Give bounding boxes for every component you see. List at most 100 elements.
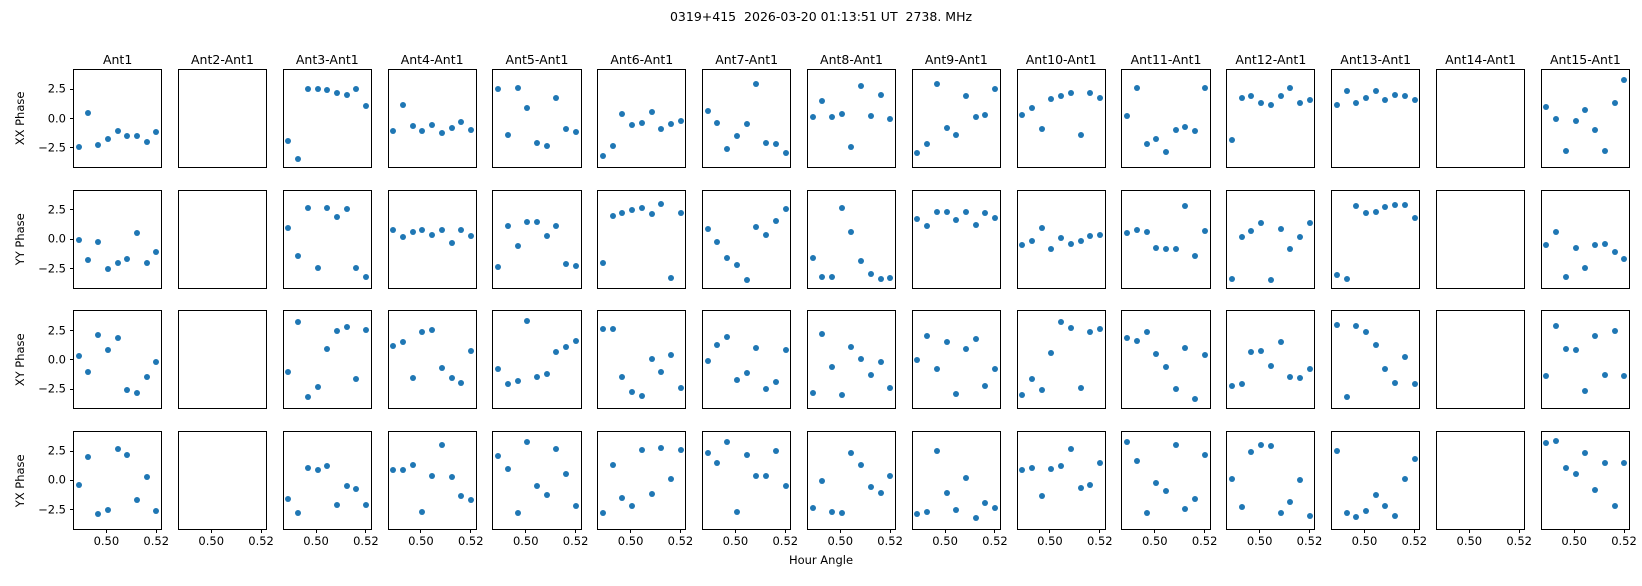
- data-point: [1543, 241, 1550, 248]
- data-point: [153, 249, 160, 256]
- data-point: [743, 451, 750, 458]
- data-point: [124, 132, 131, 139]
- data-point: [1048, 245, 1055, 252]
- data-point: [334, 213, 341, 220]
- x-tick-mark: [889, 529, 891, 534]
- data-point: [629, 389, 636, 396]
- data-point: [1553, 115, 1560, 122]
- data-point: [563, 261, 570, 268]
- subplot-xy-ant12-ant1: [1226, 310, 1316, 410]
- data-point: [429, 232, 436, 239]
- data-point: [1228, 276, 1235, 283]
- data-point: [848, 144, 855, 151]
- subplot-column-title: Ant14-Ant1: [1445, 52, 1516, 67]
- data-point: [1582, 264, 1589, 271]
- subplot-xx-ant2-ant1: Ant2-Ant1: [177, 52, 268, 169]
- subplot-xy-ant7-ant1: [702, 310, 792, 410]
- subplot-xy-ant1: XY Phase 2.5 0.0 −2.5: [13, 310, 163, 410]
- data-point: [733, 262, 740, 269]
- data-point: [409, 375, 416, 382]
- data-point: [877, 489, 884, 496]
- subplot-xy-ant11-ant1: [1121, 310, 1211, 410]
- data-point: [1097, 460, 1104, 467]
- y-tick-mark: [70, 88, 74, 90]
- data-point: [363, 502, 370, 509]
- subplot-column-title: Ant15-Ant1: [1549, 52, 1621, 67]
- data-point: [1343, 510, 1350, 517]
- data-point: [677, 446, 684, 453]
- data-point: [153, 507, 160, 514]
- data-point: [304, 85, 311, 92]
- data-point: [1611, 248, 1618, 255]
- y-tick-mark: [70, 238, 74, 240]
- data-point: [638, 120, 645, 127]
- data-point: [1124, 439, 1131, 446]
- data-point: [514, 242, 521, 249]
- x-tick-mark: [679, 529, 681, 534]
- data-point: [1038, 126, 1045, 133]
- data-point: [1143, 229, 1150, 236]
- data-point: [504, 466, 511, 473]
- data-point: [334, 502, 341, 509]
- subplot-yx-ant15-ant1: 0.50 0.52: [1540, 430, 1637, 547]
- data-point: [1019, 392, 1026, 399]
- x-tick-mark: [839, 529, 841, 534]
- data-point: [1362, 94, 1369, 101]
- plot-area: [493, 432, 580, 529]
- data-point: [124, 451, 131, 458]
- data-point: [285, 137, 292, 144]
- data-point: [1601, 372, 1608, 379]
- data-point: [1067, 240, 1074, 247]
- plot-area: [493, 311, 580, 408]
- data-point: [563, 470, 570, 477]
- data-point: [1601, 459, 1608, 466]
- data-point: [1353, 323, 1360, 330]
- data-point: [838, 392, 845, 399]
- data-point: [1192, 253, 1199, 260]
- data-point: [524, 218, 531, 225]
- data-point: [1172, 245, 1179, 252]
- subplot-yx-ant8-ant1: 0.50 0.52: [806, 430, 903, 547]
- data-point: [1611, 100, 1618, 107]
- data-point: [1572, 245, 1579, 252]
- plot-area: [598, 311, 685, 408]
- data-point: [1143, 509, 1150, 516]
- data-point: [1392, 512, 1399, 519]
- data-point: [468, 497, 474, 504]
- data-point: [743, 276, 750, 283]
- data-point: [1582, 107, 1589, 114]
- data-point: [1133, 85, 1140, 92]
- data-point: [982, 111, 989, 118]
- data-point: [543, 370, 550, 377]
- data-point: [572, 503, 579, 510]
- data-point: [782, 347, 789, 354]
- data-point: [563, 343, 570, 350]
- x-tick-mark: [1204, 529, 1206, 534]
- plot-area: [1332, 70, 1419, 167]
- data-point: [399, 338, 406, 345]
- data-point: [1077, 132, 1084, 139]
- subplot-column-title: Ant3-Ant1: [295, 52, 359, 67]
- data-point: [753, 473, 760, 480]
- y-tick-mark: [70, 209, 74, 211]
- data-point: [553, 445, 560, 452]
- subplot-column-title: Ant4-Ant1: [400, 52, 464, 67]
- data-point: [992, 214, 999, 221]
- data-point: [1201, 451, 1208, 458]
- data-point: [933, 208, 940, 215]
- x-tick-mark: [575, 529, 577, 534]
- subplot-yx-ant14-ant1: 0.50 0.52: [1435, 430, 1532, 547]
- data-point: [1601, 240, 1608, 247]
- figure-title: 0319+415 2026-03-20 01:13:51 UT 2738. MH…: [669, 9, 973, 24]
- y-tick-mark: [70, 118, 74, 120]
- subplot-yy-ant4-ant1: [387, 189, 477, 289]
- data-point: [429, 326, 436, 333]
- y-tick-mark: [70, 509, 74, 511]
- data-point: [514, 377, 521, 384]
- plot-area: [598, 432, 685, 529]
- data-point: [458, 119, 465, 126]
- plot-area: [179, 70, 266, 167]
- data-point: [1182, 124, 1189, 131]
- data-point: [134, 132, 141, 139]
